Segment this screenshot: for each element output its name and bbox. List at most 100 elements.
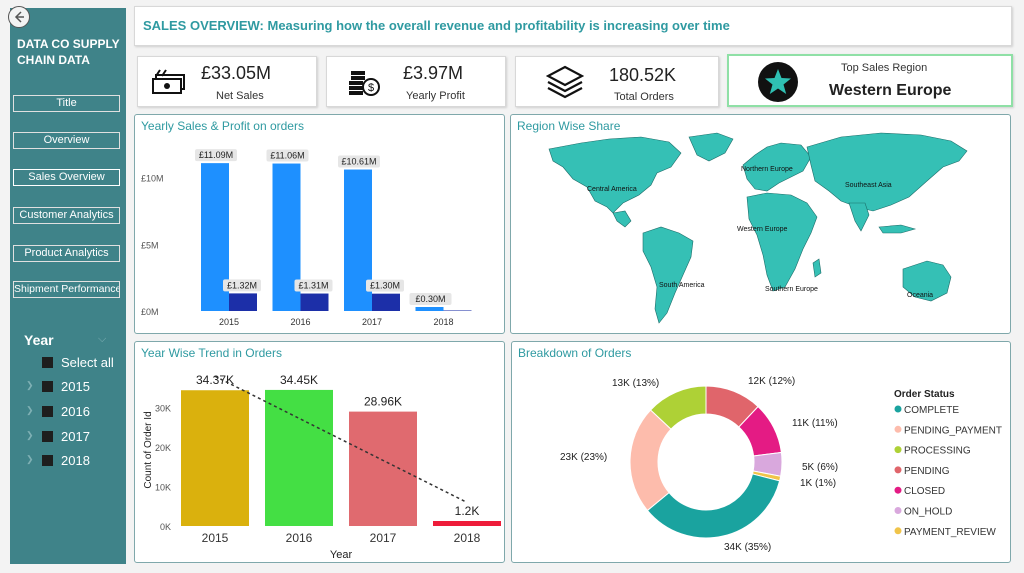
y-tick-label: 30K	[155, 404, 171, 414]
sales-data-label: £0.30M	[415, 294, 445, 304]
slicer-item-2015[interactable]: 2015	[42, 378, 90, 394]
world-map[interactable]: Central America Northern Europe Southeas…	[511, 115, 1010, 333]
sales-profit-chart-title: Yearly Sales & Profit on orders	[141, 119, 304, 133]
x-tick-label: 2018	[454, 531, 481, 545]
checkbox[interactable]	[42, 356, 53, 368]
legend-marker	[894, 466, 902, 474]
legend-item: CLOSED	[904, 486, 945, 497]
chevron-right-icon[interactable]: ❯	[26, 405, 34, 415]
slicer-item-2017[interactable]: 2017	[42, 428, 90, 444]
legend-title: Order Status	[894, 389, 955, 400]
donut-data-label: 5K (6%)	[802, 462, 838, 473]
slicer-item-select-all[interactable]: Select all	[42, 354, 114, 370]
order-count-bar	[265, 389, 333, 526]
sales-profit-chart: £0M £5M £10M £11.09M £1.32M 2015 £11.06M £1.31M…	[141, 149, 472, 327]
kpi-top-region: Top Sales Region Western Europe	[727, 54, 1013, 107]
donut-data-label: 12K (12%)	[748, 376, 795, 387]
slicer-item-label: 2015	[61, 378, 90, 394]
nav-sales-overview-button[interactable]: Sales Overview	[13, 169, 120, 186]
chevron-right-icon[interactable]: ❯	[26, 454, 34, 464]
y-tick-label: £10M	[141, 174, 164, 184]
profit-bar	[372, 293, 400, 311]
x-tick-label: 2015	[219, 317, 239, 327]
top-region-label: Top Sales Region	[841, 62, 928, 74]
legend-marker	[894, 446, 902, 454]
y-tick-label: £5M	[141, 240, 159, 250]
map-label-oceania: Oceania	[907, 292, 933, 299]
legend-marker	[894, 486, 902, 494]
sales-data-label: £11.06M	[270, 151, 304, 161]
madagascar	[812, 258, 822, 278]
slicer-item-label: Select all	[61, 354, 114, 370]
net-sales-label: Net Sales	[216, 90, 264, 102]
kpi-total-orders: 180.52K Total Orders	[515, 56, 719, 107]
slicer-item-2016[interactable]: 2016	[42, 403, 90, 419]
total-orders-value: 180.52K	[609, 65, 677, 85]
trend-line	[214, 375, 468, 504]
x-tick-label: 2017	[370, 531, 397, 545]
order-count-label: 1.2K	[455, 504, 480, 518]
legend-marker	[894, 527, 902, 535]
coins-icon: $	[349, 71, 380, 96]
profit-data-label: £1.30M	[370, 281, 400, 291]
y-axis-title: Count of Order Id	[143, 411, 154, 488]
chevron-right-icon[interactable]: ❯	[26, 430, 34, 440]
kpi-net-sales: £33.05M Net Sales	[137, 56, 317, 107]
sales-data-label: £11.09M	[199, 150, 233, 160]
region-map-panel: Region Wise Share Central America Northe…	[510, 114, 1011, 334]
sales-label-bg	[338, 155, 380, 168]
orders-donut-chart: 34K (35%) 23K (23%) 13K (13%) 12K (12%) 11K …	[560, 376, 1002, 553]
nav-overview-button[interactable]: Overview	[13, 132, 120, 149]
map-label-southern-europe: Southern Europe	[765, 286, 818, 293]
sales-label-bg	[266, 149, 309, 162]
year-slicer-title: Year	[24, 332, 54, 348]
chevron-right-icon[interactable]: ❯	[26, 380, 34, 390]
orders-trend-chart-title: Year Wise Trend in Orders	[141, 346, 282, 360]
checkbox[interactable]	[42, 380, 53, 392]
sales-profit-chart-panel: Yearly Sales & Profit on orders £0M £5M £1…	[134, 114, 505, 334]
donut-data-label: 1K (1%)	[800, 478, 836, 489]
order-count-bar	[349, 411, 417, 526]
top-region-value: Western Europe	[829, 82, 952, 99]
map-label-central-america: Central America	[587, 186, 637, 193]
chevron-down-icon[interactable]: ⌵	[98, 333, 107, 345]
brand-title: DATA CO SUPPLY CHAIN DATA	[17, 37, 120, 67]
australia	[902, 260, 952, 302]
checkbox[interactable]	[42, 430, 53, 442]
slicer-item-2018[interactable]: 2018	[42, 452, 90, 468]
nav-product-analytics-button[interactable]: Product Analytics	[13, 245, 120, 262]
kpi-yearly-profit: $ £3.97M Yearly Profit	[326, 56, 506, 107]
donut-data-label: 23K (23%)	[560, 452, 607, 463]
back-arrow-icon[interactable]	[8, 6, 30, 28]
legend-item: PENDING_PAYMENT	[904, 425, 1002, 436]
y-tick-label: 10K	[155, 483, 171, 493]
north-america	[548, 136, 682, 214]
profit-data-label: £1.32M	[227, 280, 257, 290]
order-count-label: 28.96K	[364, 395, 402, 409]
nav-shipment-performance-button[interactable]: Shipment Performance	[13, 281, 120, 298]
nav-title-button[interactable]: Title	[13, 95, 120, 112]
yearly-profit-label: Yearly Profit	[406, 90, 465, 102]
sales-bar	[415, 307, 444, 311]
star-icon	[758, 62, 798, 102]
map-label-northern-europe: Northern Europe	[741, 166, 793, 173]
checkbox[interactable]	[42, 454, 53, 466]
slicer-item-label: 2017	[61, 428, 90, 444]
sales-label-bg	[195, 149, 237, 162]
checkbox[interactable]	[42, 405, 53, 417]
profit-label-bg	[223, 279, 261, 292]
legend-item: PROCESSING	[904, 446, 971, 457]
x-tick-label: 2015	[202, 531, 229, 545]
legend-item: PAYMENT_REVIEW	[904, 527, 996, 538]
legend-item: COMPLETE	[904, 405, 959, 416]
legend-marker	[894, 425, 902, 433]
x-axis-title: Year	[330, 549, 353, 561]
greenland	[688, 132, 734, 162]
order-count-label: 34.45K	[280, 373, 318, 387]
order-count-label: 34.37K	[196, 373, 234, 387]
y-tick-label: 20K	[155, 443, 171, 453]
nav-customer-analytics-button[interactable]: Customer Analytics	[13, 207, 120, 224]
profit-bar	[443, 310, 472, 311]
europe	[742, 142, 812, 192]
